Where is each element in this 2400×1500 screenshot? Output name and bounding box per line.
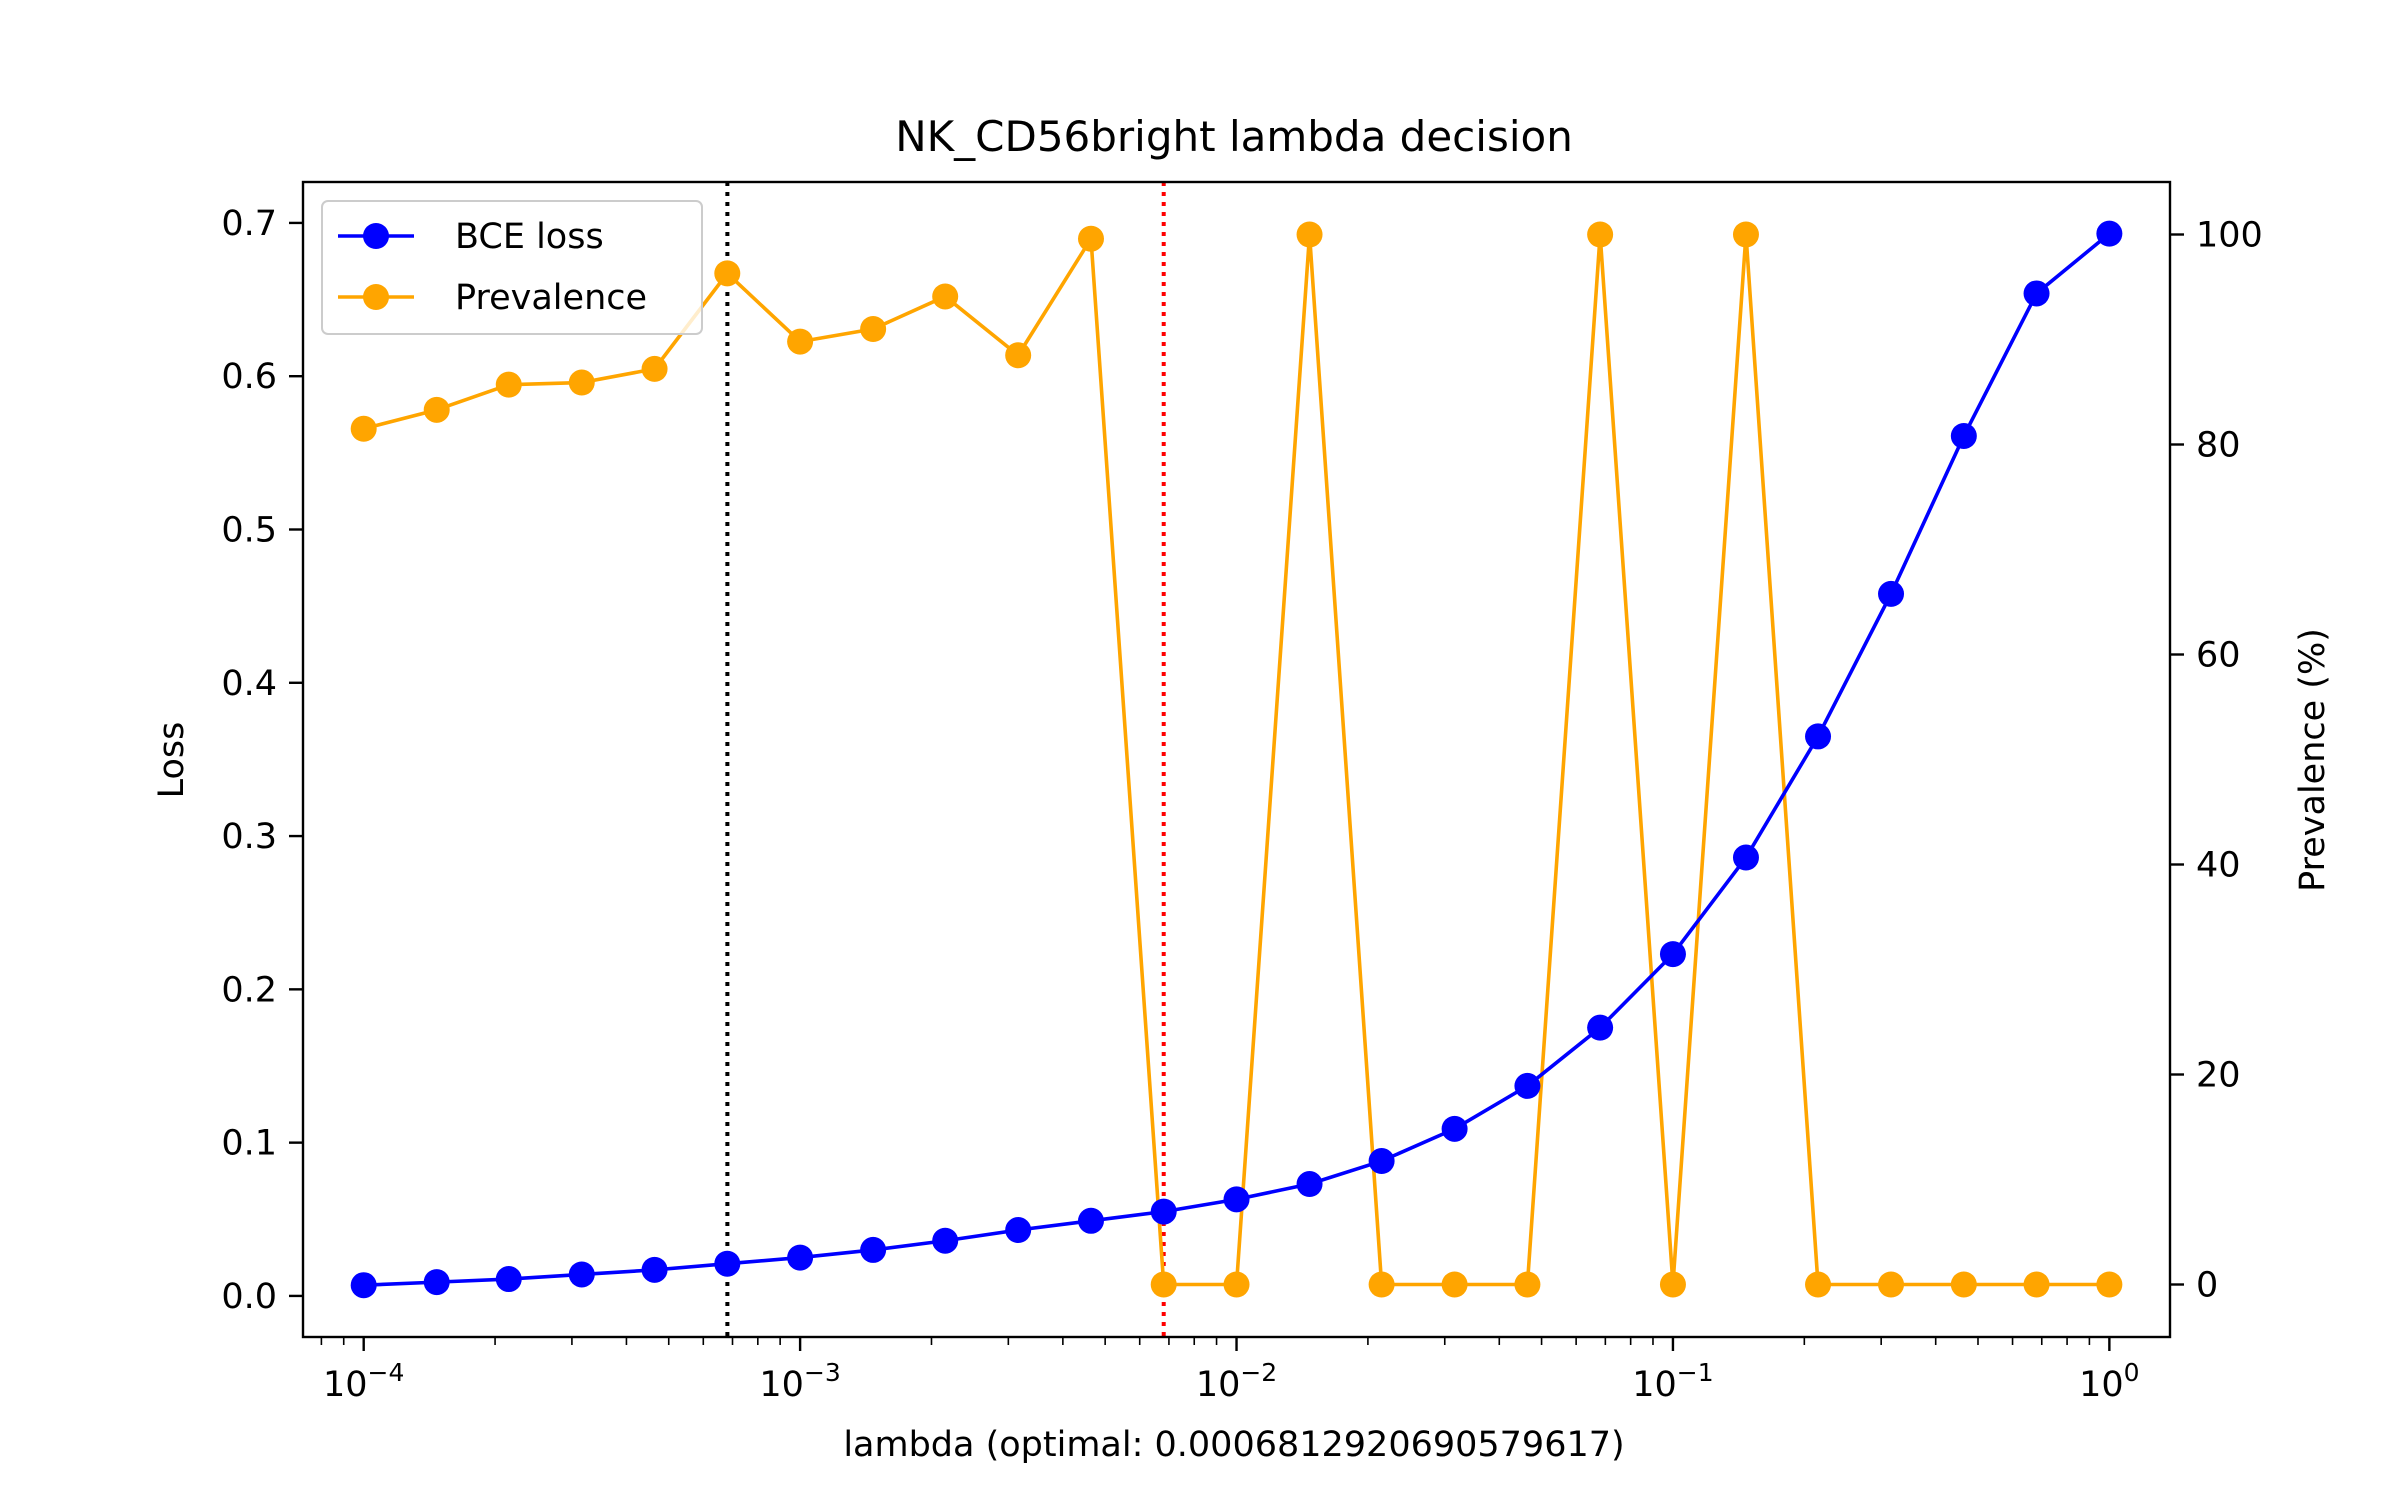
data-point-prevalence-13 xyxy=(1296,221,1323,248)
data-point-prevalence-7 xyxy=(860,316,887,342)
data-point-bce-loss-23 xyxy=(2023,280,2050,307)
series-line-bce-loss xyxy=(363,232,2111,1287)
left-y-axis-label: Loss xyxy=(152,722,192,799)
x-axis: 10−4 10−3 10−2 10−1 100 xyxy=(320,1337,2140,1405)
data-point-prevalence-18 xyxy=(1659,1271,1686,1298)
y-left-tick-label: 0.3 xyxy=(221,817,277,857)
chart-title: NK_CD56bright lambda decision xyxy=(895,112,1573,161)
data-point-prevalence-20 xyxy=(1805,1271,1832,1298)
data-point-bce-loss-20 xyxy=(1805,723,1832,750)
left-y-axis: 0.0 0.1 0.2 0.3 0.4 0.5 0.6 0.7 xyxy=(221,204,303,1317)
y-left-tick-label: 0.7 xyxy=(221,204,277,244)
data-point-prevalence-12 xyxy=(1223,1271,1250,1298)
legend-marker-bce-loss xyxy=(363,223,389,249)
x-axis-label: lambda (optimal: 0.0006812920690579617) xyxy=(843,1425,1624,1465)
legend-box xyxy=(321,200,703,335)
x-tick-label: 10−2 xyxy=(1196,1358,1277,1405)
y-right-tick-label: 20 xyxy=(2196,1056,2241,1096)
data-point-bce-loss-5 xyxy=(714,1250,741,1277)
data-point-prevalence-24 xyxy=(2096,1271,2123,1298)
right-y-axis: 0 20 40 60 80 100 xyxy=(2170,216,2263,1306)
data-point-prevalence-9 xyxy=(1005,342,1032,369)
data-point-bce-loss-22 xyxy=(1950,422,1977,449)
data-point-bce-loss-9 xyxy=(1005,1217,1032,1244)
data-point-prevalence-14 xyxy=(1368,1271,1395,1298)
y-right-tick-label: 40 xyxy=(2196,846,2241,886)
data-point-bce-loss-15 xyxy=(1441,1115,1468,1142)
data-point-bce-loss-14 xyxy=(1368,1148,1395,1175)
data-point-bce-loss-0 xyxy=(350,1272,377,1299)
plot-frame xyxy=(301,180,2172,1339)
series-line-prevalence xyxy=(363,232,2110,1287)
data-point-bce-loss-21 xyxy=(1878,580,1905,607)
data-point-prevalence-10 xyxy=(1077,225,1104,252)
data-point-bce-loss-2 xyxy=(495,1266,522,1293)
data-point-prevalence-22 xyxy=(1950,1271,1977,1298)
y-right-tick-label: 60 xyxy=(2196,636,2241,676)
data-point-prevalence-4 xyxy=(641,355,668,382)
x-tick-label: 10−3 xyxy=(759,1358,840,1405)
data-point-bce-loss-1 xyxy=(423,1269,450,1296)
data-point-bce-loss-12 xyxy=(1223,1186,1250,1213)
legend-label-bce-loss: BCE loss xyxy=(455,217,604,257)
data-point-bce-loss-11 xyxy=(1150,1198,1177,1225)
plot-area xyxy=(350,182,2123,1337)
data-point-prevalence-23 xyxy=(2023,1271,2050,1298)
data-point-prevalence-5 xyxy=(714,260,741,287)
data-point-bce-loss-6 xyxy=(787,1244,814,1271)
data-point-bce-loss-19 xyxy=(1732,844,1759,871)
data-point-prevalence-3 xyxy=(568,369,595,396)
data-point-bce-loss-3 xyxy=(568,1261,595,1288)
data-point-prevalence-8 xyxy=(932,283,959,310)
data-point-bce-loss-4 xyxy=(641,1256,668,1283)
data-point-bce-loss-18 xyxy=(1659,941,1686,968)
data-point-prevalence-17 xyxy=(1587,221,1614,248)
data-point-prevalence-16 xyxy=(1514,1271,1541,1298)
y-right-tick-label: 80 xyxy=(2196,426,2241,466)
data-point-prevalence-11 xyxy=(1150,1271,1177,1298)
y-left-tick-label: 0.5 xyxy=(221,510,277,550)
data-point-prevalence-2 xyxy=(495,371,522,398)
legend-label-prevalence: Prevalence xyxy=(455,278,647,318)
data-point-prevalence-0 xyxy=(350,415,377,442)
y-left-tick-label: 0.2 xyxy=(221,970,277,1010)
data-point-prevalence-6 xyxy=(787,328,814,355)
data-point-bce-loss-13 xyxy=(1296,1171,1323,1198)
y-left-tick-label: 0.0 xyxy=(221,1277,277,1317)
data-point-bce-loss-24 xyxy=(2096,220,2123,247)
y-right-tick-label: 100 xyxy=(2196,216,2263,256)
x-tick-label: 10−1 xyxy=(1632,1358,1713,1405)
right-y-axis-label: Prevalence (%) xyxy=(2293,628,2333,892)
data-point-bce-loss-16 xyxy=(1514,1072,1541,1099)
data-point-bce-loss-17 xyxy=(1587,1014,1614,1041)
legend: BCE loss Prevalence xyxy=(321,200,703,335)
y-left-tick-label: 0.4 xyxy=(221,664,277,704)
data-point-prevalence-21 xyxy=(1878,1271,1905,1298)
data-point-bce-loss-7 xyxy=(860,1236,887,1263)
y-left-tick-label: 0.6 xyxy=(221,357,277,397)
data-point-bce-loss-8 xyxy=(932,1227,959,1254)
x-tick-label: 100 xyxy=(2079,1358,2139,1405)
data-point-bce-loss-10 xyxy=(1077,1207,1104,1234)
data-point-prevalence-15 xyxy=(1441,1271,1468,1298)
data-point-prevalence-1 xyxy=(423,396,450,423)
y-left-tick-label: 0.1 xyxy=(221,1124,277,1164)
x-tick-label: 10−4 xyxy=(323,1358,404,1405)
y-right-tick-label: 0 xyxy=(2196,1266,2218,1306)
legend-marker-prevalence xyxy=(363,284,389,310)
data-point-prevalence-19 xyxy=(1732,221,1759,248)
